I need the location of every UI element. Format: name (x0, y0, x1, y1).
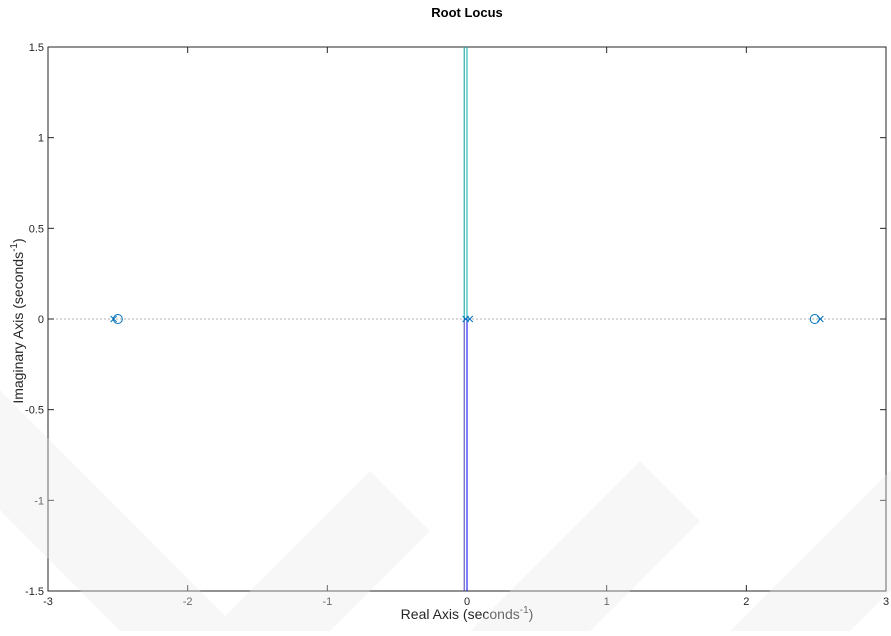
zero-marker (809, 314, 820, 324)
y-tick-label: -1.5 (25, 586, 44, 598)
y-tick-label: 0 (38, 314, 44, 326)
x-tick-label: -2 (183, 596, 193, 608)
pole-stroke (466, 315, 474, 323)
y-tick-label: 1 (38, 133, 44, 145)
y-tick-label: -0.5 (25, 405, 44, 417)
plot-area: -3 -2 -1 0 1 2 3 -1.5 -1 -0.5 0 0.5 1 1.5 (25, 42, 889, 608)
pole-stroke (817, 315, 824, 323)
x-tick-label: 1 (604, 596, 610, 608)
x-tick-label: 3 (883, 596, 889, 608)
x-tick-label: -3 (43, 596, 53, 608)
y-axis-label-sup: -1 (9, 243, 20, 252)
y-axis-label: Imaginary Axis (seconds-1) (9, 238, 26, 403)
x-axis-label: Real Axis (seconds-1) (401, 605, 534, 622)
chart-title: Root Locus (431, 5, 503, 20)
x-axis-label-close: ) (529, 606, 534, 622)
zero-marker (112, 314, 123, 324)
y-axis-label-base: Imaginary Axis (seconds (10, 252, 26, 404)
y-tick-label: 0.5 (29, 223, 44, 235)
pole-marker (466, 315, 474, 323)
pole-marker (817, 315, 824, 323)
y-tick-label: -1 (34, 495, 44, 507)
x-tick-label: 2 (743, 596, 749, 608)
x-axis-label-base: Real Axis (seconds (401, 606, 520, 622)
y-tick-label: 1.5 (29, 42, 44, 54)
x-axis-label-sup: -1 (520, 605, 529, 616)
y-axis-label-close: ) (10, 238, 26, 243)
x-tick-label: -1 (322, 596, 332, 608)
x-tick-label: 0 (464, 596, 470, 608)
